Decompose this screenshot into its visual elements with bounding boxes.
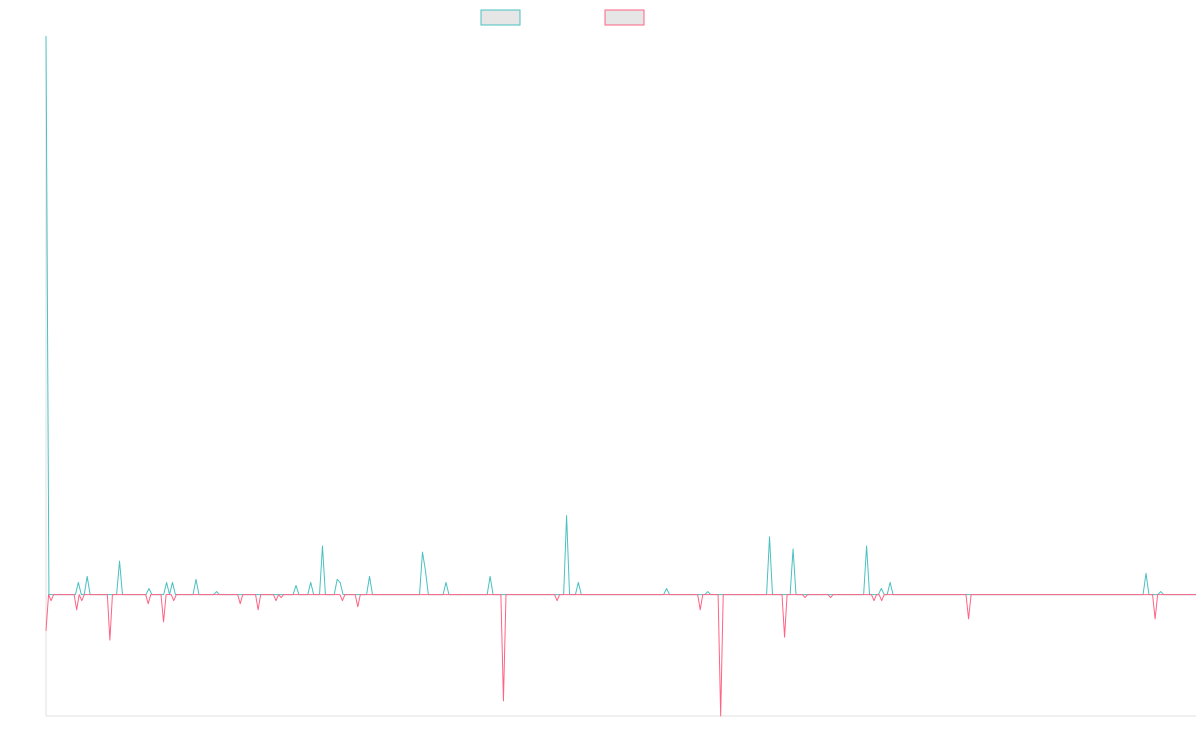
legend-swatch-series-b[interactable] xyxy=(604,9,645,26)
legend-swatch-series-a[interactable] xyxy=(480,9,521,26)
legend xyxy=(480,9,645,26)
series-line-b xyxy=(45,594,1196,717)
series-layer xyxy=(45,35,1196,717)
series-line-a xyxy=(45,35,1196,596)
